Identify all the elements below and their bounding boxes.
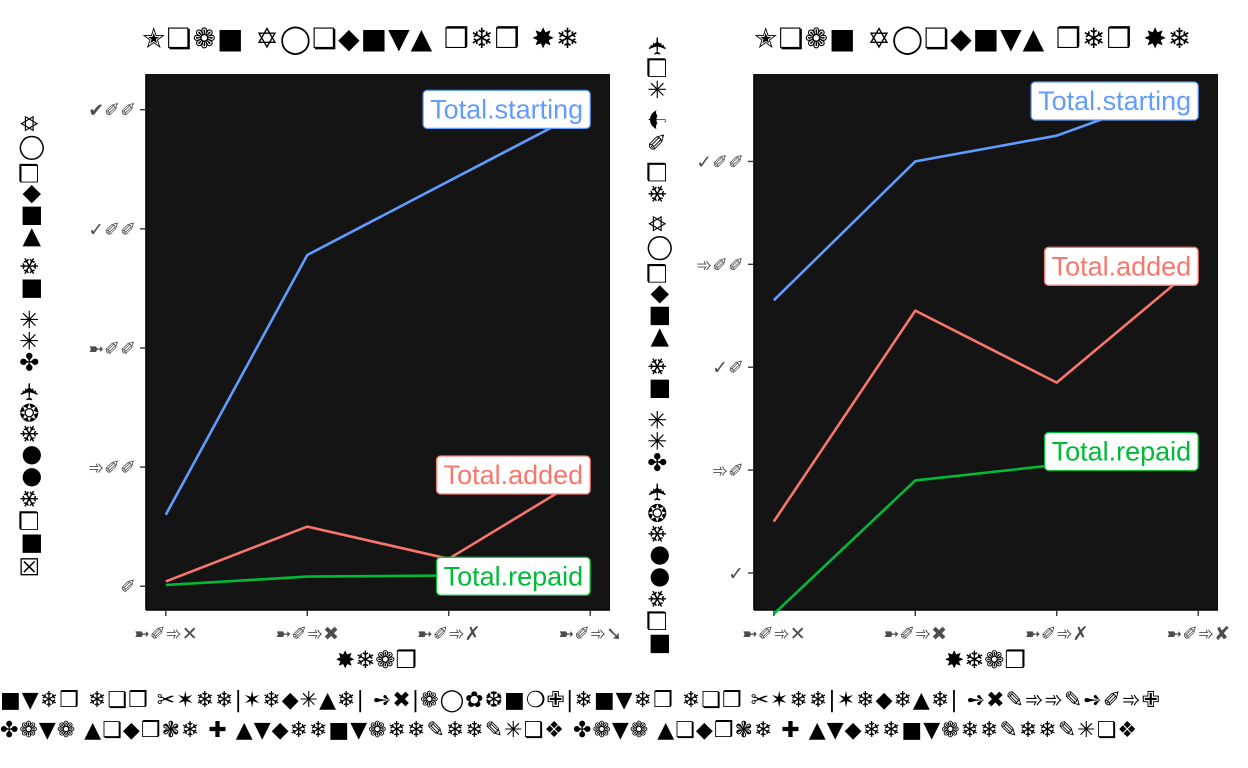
chart-title: ✭❏❁■ ✡◯❏◆■▼▲ ❒❄❒ ✸❄: [142, 22, 581, 55]
chart-plot-right: ✓ ➾✐ ✓✐ ➾✐✐ ✓✐✐ ➼✐➾✕ ➼✐➾✖ ➼✐➾✗ ➼✐➾✘ Total.startin…: [696, 74, 1230, 645]
x-tick-label: ➼✐➾✖: [275, 623, 339, 645]
y-tick-label: ➼✐✐: [88, 338, 136, 360]
y-tick-label: ✐: [120, 576, 136, 598]
x-tick-label: ➼✐➾✕: [134, 623, 198, 645]
series-label-box: [422, 89, 591, 130]
y-tick-label: ✔✐✐: [88, 100, 136, 122]
caption-line-1: ■▼❄❒ ❄❏❒ ✂✶❄❄|✶❄◆✳▲❄| ➺✖|❁◯✿❆■❍✙|❄■▼❄❒ ❄…: [0, 688, 1162, 713]
series-label: Total.starting: [1038, 86, 1191, 116]
y-tick-label: ✓: [728, 563, 744, 585]
x-axis-label: ✸❄❁❒: [335, 646, 417, 674]
series-line: [164, 106, 591, 516]
y-tick-label: ➾✐: [712, 460, 744, 482]
series-label-box: [1043, 246, 1199, 286]
series-label-box: [1030, 81, 1199, 121]
y-tick-label: ✓✐✐: [696, 151, 744, 173]
figure-caption: ■▼❄❒ ❄❏❒ ✂✶❄❄|✶❄◆✳▲❄| ➺✖|❁◯✿❆■❍✙|❄■▼❄❒ ❄…: [0, 686, 1248, 768]
x-tick-label: ➼✐➾✗: [417, 623, 481, 645]
series-line: [772, 263, 1200, 523]
series-label: Total.added: [1052, 251, 1192, 281]
chart-panel-left: ✭❏❁■ ✡◯❏◆■▼▲ ❒❄❒ ✸❄ ☒■❒❄●●❄❂✈ ✤✳✳ ■❄ ▶■◆…: [0, 0, 624, 690]
series-label-box: [435, 455, 591, 495]
chart-panel-right: ✭❏❁■ ✡◯❏◆■▼▲ ❒❄❒ ✸❄ ■❒❄●●❄❂✈ ✤✳✳ ■❄ ▶■◆❒…: [624, 0, 1248, 690]
x-tick-label: ➼✐➾✖: [883, 623, 947, 645]
caption-line-2: ✤❁▼❁ ▲❏◆❒❃❄ ✚ ▲▼◆❄❄■▼❁❄❄✎❄❄✎✳❏❖ ✤❁▼❁ ▲❏◆…: [0, 718, 1139, 743]
series-label: Total.repaid: [444, 561, 584, 591]
series-line: [165, 471, 591, 583]
x-tick-label: ➼✐➾✗: [1025, 623, 1089, 645]
series-label-box: [1043, 431, 1199, 472]
series-label: Total.repaid: [1052, 437, 1192, 467]
x-tick-label: ➼✐➾➘: [558, 623, 622, 645]
x-axis-label: ✸❄❁❒: [944, 646, 1026, 674]
y-tick-label: ➾✐✐: [88, 457, 136, 479]
chart-title: ✭❏❁■ ✡◯❏◆■▼▲ ❒❄❒ ✸❄: [754, 22, 1193, 55]
plot-background: [146, 74, 610, 610]
y-tick-label: ➾✐✐: [696, 254, 744, 276]
chart-plot-left: ✐ ➾✐✐ ➼✐✐ ✓✐✐ ✔✐✐ ➼✐➾✕ ➼✐➾✖ ➼✐➾✗ ➼✐➾➘ Total.start…: [88, 74, 622, 645]
y-tick-label: ✓✐: [712, 357, 744, 379]
series-label: Total.added: [444, 460, 584, 490]
y-tick-label: ✓✐✐: [88, 219, 136, 241]
series-label: Total.starting: [430, 94, 583, 124]
x-tick-label: ➼✐➾✕: [742, 623, 806, 645]
plot-background: [754, 74, 1218, 610]
series-label-box: [435, 556, 591, 596]
x-tick-label: ➼✐➾✘: [1166, 623, 1230, 645]
